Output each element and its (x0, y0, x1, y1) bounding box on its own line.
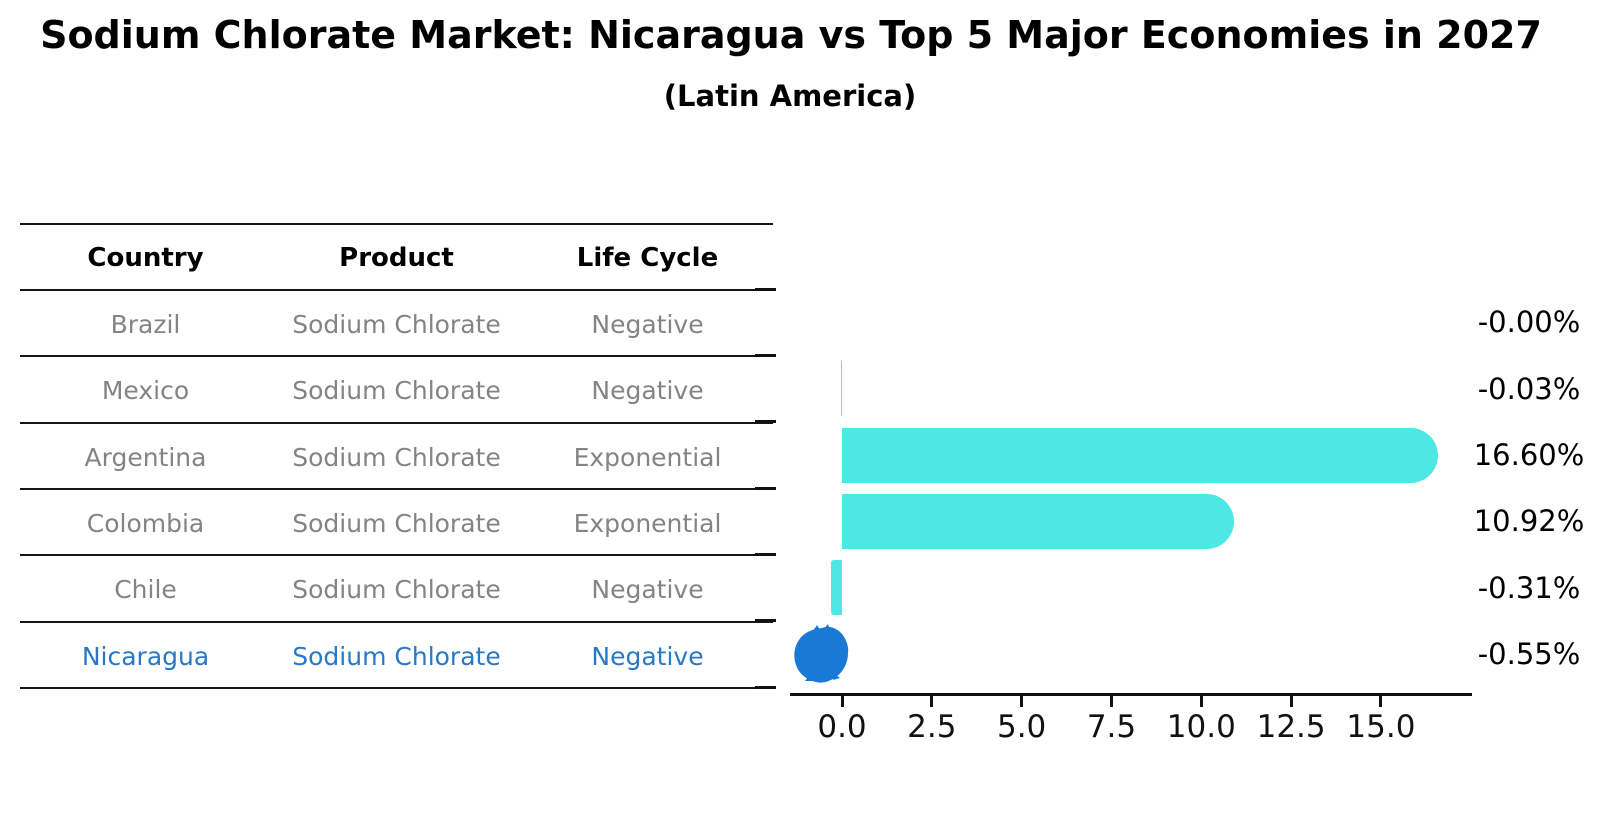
x-tick-label: 7.5 (1086, 709, 1137, 745)
value-label-mexico: -0.03% (1477, 371, 1581, 406)
column-header-product: Product (339, 243, 454, 273)
cell-life-cycle: Negative (591, 574, 704, 604)
value-label-chile: -0.31% (1477, 570, 1581, 605)
cell-product: Sodium Chlorate (292, 309, 501, 339)
table-rule (20, 355, 773, 357)
table-rule (20, 554, 773, 556)
cell-product: Sodium Chlorate (292, 508, 501, 538)
cell-country: Chile (114, 574, 177, 604)
cell-product: Sodium Chlorate (292, 574, 501, 604)
y-axis-tick (755, 287, 776, 291)
cell-product: Sodium Chlorate (292, 375, 501, 405)
cell-country: Colombia (86, 508, 205, 538)
x-axis-tick (1109, 696, 1113, 707)
x-tick-label: 12.5 (1256, 709, 1326, 745)
cell-country: Brazil (110, 309, 181, 339)
bar-chile (830, 560, 842, 616)
bar-argentina (842, 427, 1439, 483)
nicaragua-dot-marker (794, 623, 849, 683)
cell-life-cycle: Negative (591, 641, 704, 671)
table-rule (20, 621, 773, 623)
x-axis-tick (1020, 696, 1024, 707)
y-axis-tick (755, 619, 776, 623)
page-subtitle: (Latin America) (663, 79, 917, 113)
table-row-brazil: Brazil Sodium Chlorate Negative (20, 291, 773, 357)
value-label-colombia: 10.92% (1473, 504, 1585, 539)
cell-life-cycle: Exponential (573, 508, 722, 538)
x-tick-label: 2.5 (907, 709, 957, 745)
table-rule (20, 687, 773, 689)
table-row-argentina: Argentina Sodium Chlorate Exponential (20, 424, 773, 490)
cell-country: Mexico (101, 375, 190, 405)
table-rule (20, 488, 773, 490)
cell-country: Argentina (84, 442, 207, 472)
table-rule (20, 289, 773, 291)
column-header-life-cycle: Life Cycle (576, 243, 719, 273)
bar-mexico (840, 361, 842, 417)
x-axis-tick (1289, 696, 1293, 707)
x-tick-label: 0.0 (817, 709, 867, 745)
table-rule (20, 422, 773, 424)
table-row-mexico: Mexico Sodium Chlorate Negative (20, 357, 773, 423)
x-axis-tick (930, 696, 934, 707)
y-axis-tick (755, 553, 776, 556)
y-axis-tick (755, 685, 776, 689)
table-rule (20, 223, 773, 225)
y-axis-tick (755, 354, 776, 358)
cell-life-cycle: Exponential (573, 442, 722, 472)
x-axis-tick (1199, 696, 1203, 707)
x-axis-line (790, 693, 1472, 696)
table-row-colombia: Colombia Sodium Chlorate Exponential (20, 490, 773, 556)
x-tick-label: 10.0 (1166, 709, 1236, 745)
cell-country: Nicaragua (81, 641, 210, 671)
cell-life-cycle: Negative (591, 375, 704, 405)
column-header-country: Country (87, 243, 204, 273)
y-axis-tick (755, 420, 776, 424)
table-row-chile: Chile Sodium Chlorate Negative (20, 556, 773, 622)
data-table: Country Product Life Cycle Brazil Sodium… (20, 223, 773, 689)
value-label-brazil: -0.00% (1477, 305, 1581, 340)
x-tick-label: 5.0 (996, 709, 1047, 745)
value-label-argentina: 16.60% (1473, 438, 1585, 473)
x-axis-tick (1379, 696, 1383, 707)
y-axis-tick (755, 486, 776, 490)
page-title: Sodium Chlorate Market: Nicaragua vs Top… (40, 13, 1542, 57)
table-header-row: Country Product Life Cycle (20, 225, 773, 291)
x-axis-tick (840, 696, 844, 707)
cell-product: Sodium Chlorate (292, 442, 501, 472)
bar-colombia (842, 493, 1235, 549)
value-label-nicaragua: -0.55% (1477, 636, 1581, 671)
cell-product: Sodium Chlorate (292, 641, 501, 671)
x-tick-label: 15.0 (1346, 709, 1416, 745)
cell-life-cycle: Negative (591, 309, 704, 339)
table-row-nicaragua: Nicaragua Sodium Chlorate Negative (20, 623, 773, 689)
